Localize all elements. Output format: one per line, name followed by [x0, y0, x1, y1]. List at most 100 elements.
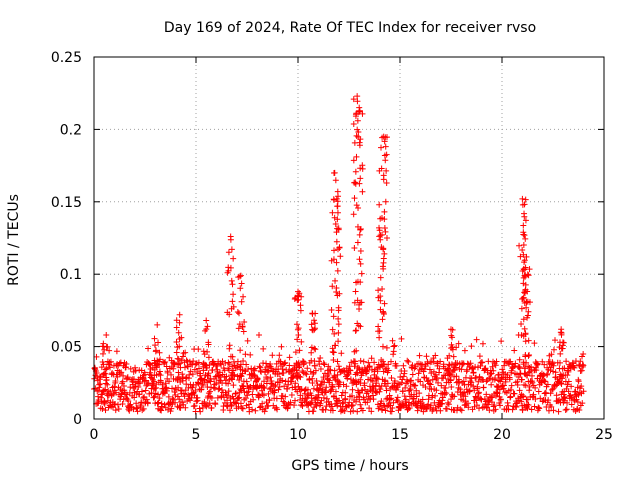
data-point: [480, 384, 487, 391]
data-point: [290, 372, 297, 379]
data-point: [113, 348, 120, 355]
data-point: [308, 399, 315, 406]
data-point: [511, 390, 518, 397]
axis-ticks: [93, 56, 605, 420]
data-point: [239, 405, 246, 412]
data-point: [578, 383, 585, 390]
data-point: [116, 360, 123, 367]
data-point: [254, 375, 261, 382]
data-point: [482, 365, 489, 372]
data-point: [269, 352, 276, 359]
data-point: [190, 358, 197, 365]
data-point: [224, 397, 231, 404]
data-point: [352, 179, 359, 186]
data-point: [414, 404, 421, 411]
data-point: [132, 364, 139, 371]
data-point: [240, 385, 247, 392]
data-point: [378, 398, 385, 405]
data-point: [331, 214, 338, 221]
data-point: [428, 370, 435, 377]
data-point: [260, 392, 267, 399]
data-point: [237, 400, 244, 407]
y-tick-label: 0.05: [51, 340, 82, 356]
data-point: [528, 372, 535, 379]
data-point: [292, 380, 299, 387]
data-point: [239, 324, 246, 330]
data-point: [169, 385, 176, 392]
data-point: [575, 378, 582, 385]
data-point: [400, 362, 407, 369]
x-axis-label: GPS time / hours: [291, 458, 408, 474]
data-point: [351, 244, 358, 251]
data-point: [130, 406, 137, 413]
data-point: [352, 180, 359, 187]
data-point: [295, 325, 302, 332]
data-point: [434, 359, 441, 366]
data-point: [192, 387, 199, 394]
data-point: [448, 384, 455, 391]
data-point: [292, 397, 299, 404]
data-point: [365, 376, 372, 383]
data-point: [568, 395, 575, 402]
data-point: [400, 373, 407, 380]
data-point: [436, 365, 443, 372]
data-point: [214, 394, 221, 401]
data-point: [516, 363, 523, 370]
data-point: [173, 324, 180, 331]
data-point: [378, 165, 385, 172]
data-point: [354, 117, 361, 124]
data-point: [165, 406, 172, 413]
data-point: [580, 351, 587, 358]
data-point: [306, 376, 313, 383]
data-point: [330, 357, 337, 364]
data-point: [226, 342, 233, 349]
data-point: [342, 389, 349, 396]
data-point: [515, 374, 522, 381]
data-point: [251, 372, 258, 379]
data-point: [132, 383, 139, 390]
data-point: [332, 277, 339, 284]
data-point: [376, 383, 383, 390]
data-point: [476, 373, 483, 380]
data-point: [352, 378, 359, 385]
data-point: [528, 406, 535, 413]
data-point: [215, 386, 222, 393]
data-point: [161, 401, 168, 408]
data-point: [165, 393, 172, 400]
data-point: [329, 326, 336, 333]
data-point: [401, 368, 408, 375]
data-point: [370, 396, 377, 403]
data-point: [159, 381, 166, 388]
data-point: [311, 320, 318, 327]
data-point: [310, 408, 317, 415]
data-point: [577, 358, 584, 365]
data-point: [323, 395, 330, 402]
data-point: [385, 361, 392, 368]
data-point: [335, 193, 342, 200]
data-point: [257, 367, 264, 374]
data-point: [471, 387, 478, 394]
data-point: [206, 400, 213, 407]
data-points: [91, 93, 587, 415]
data-point: [334, 402, 341, 409]
data-point: [225, 380, 232, 387]
data-point: [393, 362, 400, 369]
data-point: [350, 120, 357, 127]
data-point: [194, 369, 201, 376]
data-point: [458, 366, 465, 373]
data-point: [107, 364, 114, 371]
data-point: [163, 387, 170, 394]
data-point: [557, 359, 564, 366]
data-point: [310, 385, 317, 392]
data-point: [123, 360, 130, 367]
data-point: [365, 395, 372, 402]
data-point: [522, 217, 529, 224]
data-point: [247, 351, 254, 358]
data-point: [135, 383, 142, 390]
data-point: [109, 370, 116, 377]
data-point: [304, 365, 311, 372]
data-point: [356, 231, 363, 238]
data-point: [350, 407, 357, 414]
data-point: [502, 378, 509, 385]
data-point: [218, 386, 225, 393]
